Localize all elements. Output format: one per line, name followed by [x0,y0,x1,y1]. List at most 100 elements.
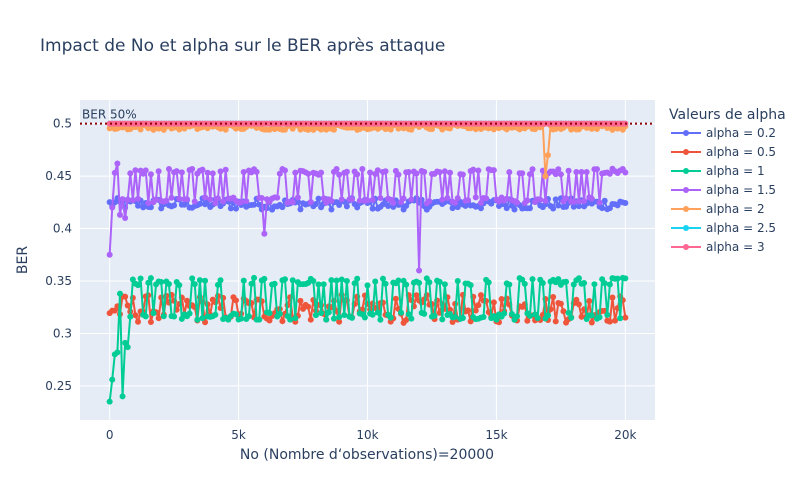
data-point [588,195,595,202]
data-point [552,318,559,325]
data-point [279,318,286,325]
data-point [573,169,580,176]
data-point [622,169,629,176]
data-point [436,169,443,176]
data-point [171,202,178,209]
data-point [529,276,536,283]
legend-item[interactable]: alpha = 1 [671,164,765,178]
data-point [258,195,265,202]
data-point [217,168,224,175]
data-point [186,310,193,317]
data-point [614,275,621,282]
data-point [511,206,518,213]
data-point [338,276,345,283]
data-point [555,276,562,283]
data-point [204,169,211,176]
data-point [609,294,616,301]
data-point [307,316,314,323]
data-point [354,171,361,178]
data-point [501,310,508,317]
data-point [135,202,142,209]
data-point [622,199,629,206]
data-point [593,166,600,173]
data-point [514,313,521,320]
legend-item[interactable]: alpha = 2 [671,202,765,216]
data-point [336,314,343,321]
data-point [261,230,268,237]
data-point [245,313,252,320]
data-point [387,314,394,321]
y-tick-label: 0.3 [53,326,72,340]
data-point [498,296,505,303]
data-point [135,282,142,289]
data-point [591,281,598,288]
data-point [276,170,283,177]
data-point [137,275,144,282]
data-point [106,398,113,405]
series-alpha-1-5 [106,160,629,274]
y-tick-label: 0.25 [45,379,72,393]
legend-marker [683,206,689,212]
data-point [158,278,165,285]
data-point [122,293,129,300]
data-point [191,281,198,288]
data-point [581,280,588,287]
data-point [524,197,531,204]
data-point [292,169,299,176]
data-point [248,280,255,287]
data-point [150,310,157,317]
data-point [472,307,479,314]
data-point [529,166,536,173]
legend-item[interactable]: alpha = 0.2 [671,126,776,140]
data-point [542,173,549,180]
data-point [320,195,327,202]
data-point [524,317,531,324]
data-point [227,205,234,212]
data-point [155,315,162,322]
data-point [287,316,294,323]
data-point [565,309,572,316]
data-point [560,308,567,315]
data-point [145,279,152,286]
data-point [109,204,116,211]
data-point [271,280,278,287]
data-point [305,303,312,310]
data-point [178,315,185,322]
data-point [521,280,528,287]
data-point [534,315,541,322]
data-point [297,297,304,304]
data-point [109,376,116,383]
data-point [127,313,134,320]
legend-marker [683,168,689,174]
legend-item[interactable]: alpha = 2.5 [671,221,776,235]
legend-label: alpha = 2.5 [706,221,776,235]
y-tick-label: 0.5 [53,117,72,131]
data-point [147,319,154,326]
data-point [124,196,131,203]
y-tick-label: 0.45 [45,169,72,183]
data-point [155,168,162,175]
legend-item[interactable]: alpha = 0.5 [671,145,776,159]
data-point [575,198,582,205]
data-point [578,168,585,175]
data-point [243,198,250,205]
data-point [565,167,572,174]
data-point [390,199,397,206]
data-point [459,315,466,322]
data-point [199,315,206,322]
legend-item[interactable]: alpha = 3 [671,240,765,254]
data-point [377,195,384,202]
legend-item[interactable]: alpha = 1.5 [671,183,776,197]
data-point [330,315,337,322]
data-point [570,198,577,205]
data-point [575,301,582,308]
series-alpha-1 [106,274,629,405]
data-point [202,194,209,201]
data-point [135,318,142,325]
data-point [266,310,273,317]
legend-items[interactable]: alpha = 0.2 alpha = 0.5 alpha = 1 alpha = 1… [671,126,776,254]
data-point [454,204,461,211]
data-point [622,275,629,282]
